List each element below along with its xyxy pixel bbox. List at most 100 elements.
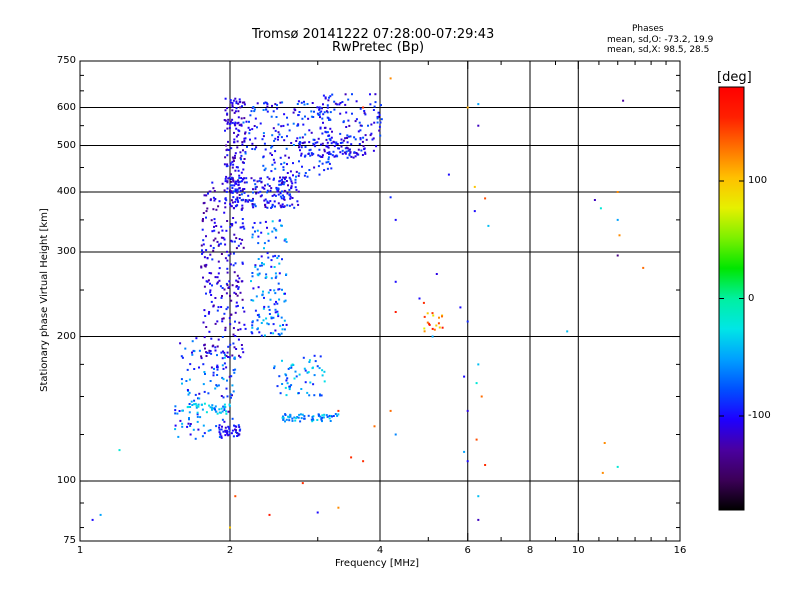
data-point (208, 272, 211, 274)
data-point (221, 410, 224, 413)
data-point (270, 265, 273, 268)
data-point (278, 375, 281, 378)
data-point (251, 204, 254, 207)
data-point (241, 280, 244, 283)
data-point (321, 162, 324, 165)
data-point (229, 343, 232, 346)
data-point (248, 120, 250, 123)
data-point (233, 157, 236, 159)
data-point (258, 313, 260, 316)
data-point (262, 307, 265, 310)
data-point (252, 206, 255, 209)
data-point (260, 264, 263, 267)
data-point (209, 282, 211, 285)
data-point (213, 218, 216, 221)
data-point (229, 323, 232, 326)
data-point (226, 432, 229, 435)
data-point (220, 306, 223, 308)
data-point (230, 173, 232, 176)
data-point (239, 328, 242, 331)
data-point (306, 103, 309, 105)
data-point (324, 96, 327, 99)
data-point (299, 149, 301, 152)
data-point (229, 263, 232, 266)
data-point (309, 148, 312, 151)
data-point (484, 197, 487, 200)
data-point (210, 272, 213, 275)
data-point (251, 326, 254, 329)
data-point (226, 306, 229, 309)
data-point (243, 188, 246, 190)
data-point (282, 324, 284, 326)
data-point (279, 324, 282, 327)
data-point (300, 146, 303, 149)
data-point (276, 302, 279, 305)
data-point (321, 132, 324, 135)
data-point (346, 136, 349, 139)
data-point (216, 276, 219, 279)
data-point (225, 429, 228, 432)
data-point (211, 181, 214, 184)
data-point (299, 144, 301, 147)
data-point (219, 285, 222, 288)
data-point (195, 406, 198, 409)
data-point (186, 425, 189, 428)
data-point (342, 139, 345, 142)
data-point (257, 327, 259, 330)
data-point (318, 160, 321, 163)
data-point (267, 305, 270, 308)
data-point (327, 156, 330, 159)
data-point (326, 415, 329, 418)
data-point (277, 288, 280, 291)
data-point (244, 137, 247, 140)
data-point (277, 315, 280, 318)
data-point (359, 129, 362, 132)
data-point (243, 191, 246, 194)
data-point (349, 151, 352, 154)
data-point (287, 415, 289, 418)
data-point (253, 110, 256, 113)
data-point (205, 292, 207, 295)
data-point (269, 332, 272, 335)
data-point (477, 124, 480, 127)
data-point (252, 106, 255, 108)
data-point (616, 218, 619, 221)
data-point (223, 211, 226, 214)
data-point (231, 118, 234, 121)
data-point (273, 367, 276, 370)
data-point (197, 403, 200, 406)
data-point (282, 206, 285, 208)
data-point (234, 495, 237, 498)
data-point (240, 154, 243, 157)
data-point (238, 321, 241, 324)
data-point (338, 103, 341, 106)
data-point (354, 138, 357, 141)
data-point (320, 143, 322, 146)
data-point (234, 182, 237, 185)
data-point (235, 166, 238, 169)
data-point (238, 197, 241, 199)
data-point (297, 416, 300, 419)
x-tick-label: 8 (526, 545, 534, 556)
data-point (340, 145, 343, 148)
data-point (283, 176, 285, 179)
data-point (264, 203, 267, 206)
data-point (266, 200, 269, 203)
colorbar-unit-label: [deg] (717, 70, 752, 85)
data-point (254, 137, 257, 140)
data-point (295, 175, 297, 178)
x-tick-label: 6 (464, 545, 471, 556)
data-point (256, 229, 259, 232)
data-point (235, 429, 237, 432)
data-point (210, 294, 213, 296)
data-point (228, 286, 231, 289)
data-point (317, 154, 320, 157)
data-point (234, 97, 237, 100)
data-point (336, 103, 339, 106)
data-point (359, 137, 362, 140)
data-point (215, 384, 218, 387)
data-point (217, 384, 220, 387)
data-point (217, 306, 220, 309)
data-point (237, 328, 240, 331)
data-point (189, 406, 192, 408)
